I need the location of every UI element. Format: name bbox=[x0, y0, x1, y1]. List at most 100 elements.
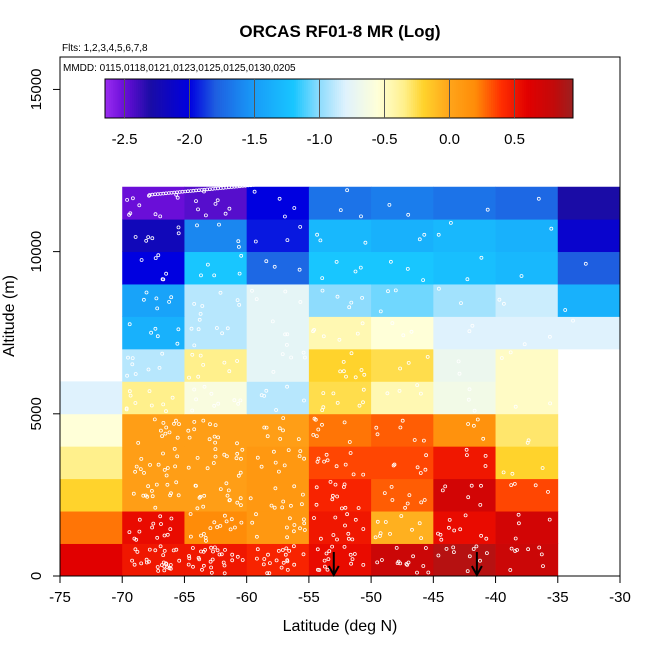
heatmap-cell bbox=[60, 381, 123, 415]
heatmap-cell bbox=[308, 348, 372, 382]
observation-point bbox=[324, 551, 329, 556]
colorbar-segment bbox=[420, 79, 424, 118]
colorbar-segment bbox=[266, 79, 270, 118]
observation-point bbox=[315, 459, 320, 464]
colorbar-segment bbox=[537, 79, 541, 118]
observation-point bbox=[292, 484, 297, 489]
colorbar-segment bbox=[446, 79, 449, 118]
observation-point bbox=[131, 491, 136, 496]
observation-point bbox=[325, 458, 330, 463]
colorbar-segment bbox=[220, 79, 223, 118]
observation-point bbox=[330, 493, 335, 498]
colorbar-segment bbox=[354, 79, 357, 118]
observation-point bbox=[172, 421, 176, 426]
observation-point bbox=[130, 362, 135, 367]
colorbar-segment bbox=[132, 79, 135, 118]
observation-point bbox=[146, 235, 151, 240]
observation-point bbox=[163, 431, 168, 436]
observation-point bbox=[124, 407, 129, 412]
observation-point bbox=[150, 236, 155, 241]
observation-point bbox=[302, 528, 307, 532]
observation-point bbox=[400, 418, 405, 423]
observation-point bbox=[281, 428, 285, 433]
heatmap-cell bbox=[308, 251, 372, 285]
colorbar-segment bbox=[128, 79, 131, 118]
observation-point bbox=[276, 549, 281, 553]
observation-point bbox=[285, 535, 290, 540]
heatmap-cell bbox=[308, 381, 372, 415]
colorbar-segment bbox=[415, 79, 418, 118]
colorbar-tick-label: -2.0 bbox=[177, 131, 203, 148]
observation-points bbox=[124, 182, 588, 576]
colorbar-segment bbox=[134, 79, 137, 118]
heatmap-cell bbox=[371, 381, 434, 415]
observation-point bbox=[311, 329, 316, 334]
observation-point bbox=[284, 525, 289, 530]
colorbar-segment bbox=[518, 79, 521, 118]
observation-point bbox=[277, 196, 282, 201]
heatmap-cell bbox=[184, 284, 248, 317]
colorbar-segment bbox=[114, 79, 118, 118]
colorbar-segment bbox=[368, 79, 371, 118]
observation-point bbox=[342, 545, 347, 549]
observation-point bbox=[198, 353, 203, 358]
colorbar-segment bbox=[186, 79, 190, 118]
observation-point bbox=[146, 367, 151, 372]
heatmap-cell bbox=[246, 186, 310, 220]
flights-label: Flts: 1,2,3,4,5,6,7,8 bbox=[62, 43, 148, 54]
observation-point bbox=[154, 482, 159, 487]
observation-point bbox=[508, 350, 513, 355]
colorbar-segment bbox=[401, 79, 404, 118]
x-tick-label: -50 bbox=[360, 589, 382, 606]
observation-point bbox=[571, 318, 575, 323]
observation-point bbox=[164, 425, 169, 430]
heatmap-cell bbox=[308, 413, 372, 447]
observation-point bbox=[237, 302, 242, 307]
colorbar-segment bbox=[153, 79, 157, 118]
observation-point bbox=[269, 503, 274, 508]
observation-point bbox=[356, 506, 361, 510]
observation-point bbox=[273, 486, 278, 491]
heatmap-cell bbox=[371, 316, 434, 350]
observation-point bbox=[282, 214, 287, 219]
colorbar-frame bbox=[104, 78, 574, 119]
colorbar-segment bbox=[317, 79, 320, 118]
observation-point bbox=[382, 491, 387, 496]
observation-point bbox=[205, 262, 210, 267]
observation-point bbox=[459, 301, 463, 306]
colorbar-segment bbox=[194, 79, 198, 118]
heatmap-cell bbox=[371, 186, 434, 220]
observation-point bbox=[161, 402, 166, 407]
observation-point bbox=[192, 301, 197, 306]
heatmap-cell bbox=[371, 543, 434, 577]
observation-point bbox=[452, 528, 457, 533]
observation-point bbox=[285, 332, 290, 337]
observation-point bbox=[283, 552, 288, 557]
colorbar-segment bbox=[549, 79, 552, 118]
observation-point bbox=[165, 466, 170, 470]
observation-point bbox=[222, 360, 227, 365]
observation-point bbox=[158, 544, 163, 549]
observation-point bbox=[214, 326, 219, 330]
heatmap-cell bbox=[495, 284, 559, 317]
observation-point bbox=[212, 273, 217, 278]
observation-point bbox=[150, 494, 155, 499]
x-tick-label: -30 bbox=[609, 589, 631, 606]
colorbar-segment bbox=[422, 79, 426, 118]
heatmap-cell bbox=[184, 446, 248, 480]
colorbar-segment bbox=[120, 79, 123, 118]
colorbar-segment bbox=[255, 79, 258, 118]
colorbar-segment bbox=[346, 79, 350, 118]
colorbar-segment bbox=[274, 79, 277, 118]
colorbar-segment bbox=[551, 79, 554, 118]
observation-point bbox=[235, 500, 240, 505]
observation-point bbox=[190, 408, 195, 413]
observation-point bbox=[312, 516, 316, 520]
observation-point bbox=[216, 435, 221, 440]
observation-point bbox=[259, 393, 264, 398]
colorbar-segment bbox=[229, 79, 233, 118]
colorbar-segment bbox=[411, 79, 414, 118]
observation-point bbox=[548, 401, 552, 406]
observation-point bbox=[466, 397, 471, 402]
observation-point bbox=[176, 327, 181, 332]
